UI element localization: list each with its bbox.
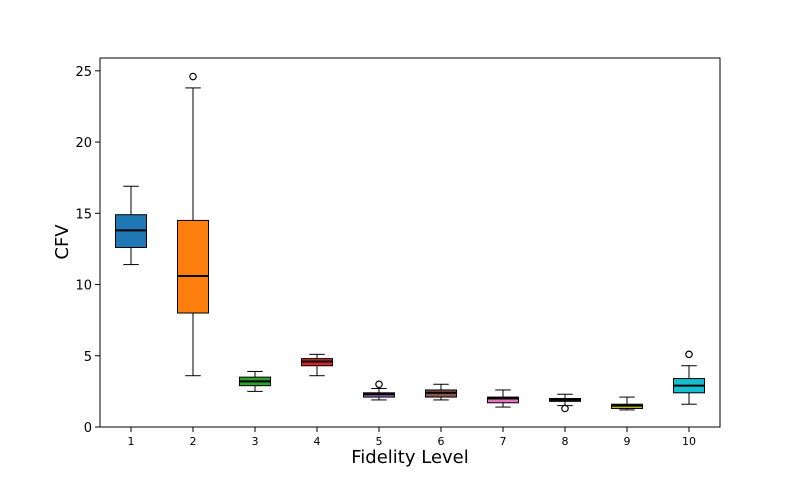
y-axis: 0 5 10 15 20 25 [75,65,100,436]
y-tick-label: 25 [75,65,92,80]
x-tick-label: 7 [500,435,507,448]
x-tick-label: 2 [190,435,197,448]
y-tick-label: 15 [75,207,92,222]
x-tick-label: 5 [376,435,383,448]
box-3 [239,370,271,392]
outlier-point [685,350,693,359]
box-9 [611,396,643,411]
y-tick-label: 20 [75,136,92,151]
x-axis-label: Fidelity Level [351,447,469,468]
y-axis-label: CFV [52,224,73,260]
x-tick-label: 3 [252,435,259,448]
box-8 [549,393,581,413]
box-1 [115,185,147,266]
box-5 [363,380,395,401]
x-tick-label: 9 [624,435,631,448]
outlier-point [375,380,383,389]
x-tick-label: 8 [562,435,569,448]
outlier-point [561,404,569,413]
x-tick-label: 1 [128,435,135,448]
box-iqr [177,219,209,314]
outlier-point [189,72,197,81]
box-2 [177,72,209,377]
boxes-layer [115,72,705,413]
box-7 [487,389,519,408]
y-tick-label: 5 [84,350,92,365]
box-4 [301,353,333,377]
x-tick-label: 4 [314,435,321,448]
x-axis: 1 2 3 4 5 6 7 8 9 10 [128,427,696,448]
y-tick-label: 0 [84,421,92,436]
x-tick-label: 6 [438,435,445,448]
box-6 [425,383,457,401]
y-tick-label: 10 [75,279,92,294]
box-10 [673,350,705,405]
box-iqr [487,396,519,404]
plot-frame [99,57,721,428]
x-tick-label: 10 [682,435,696,448]
